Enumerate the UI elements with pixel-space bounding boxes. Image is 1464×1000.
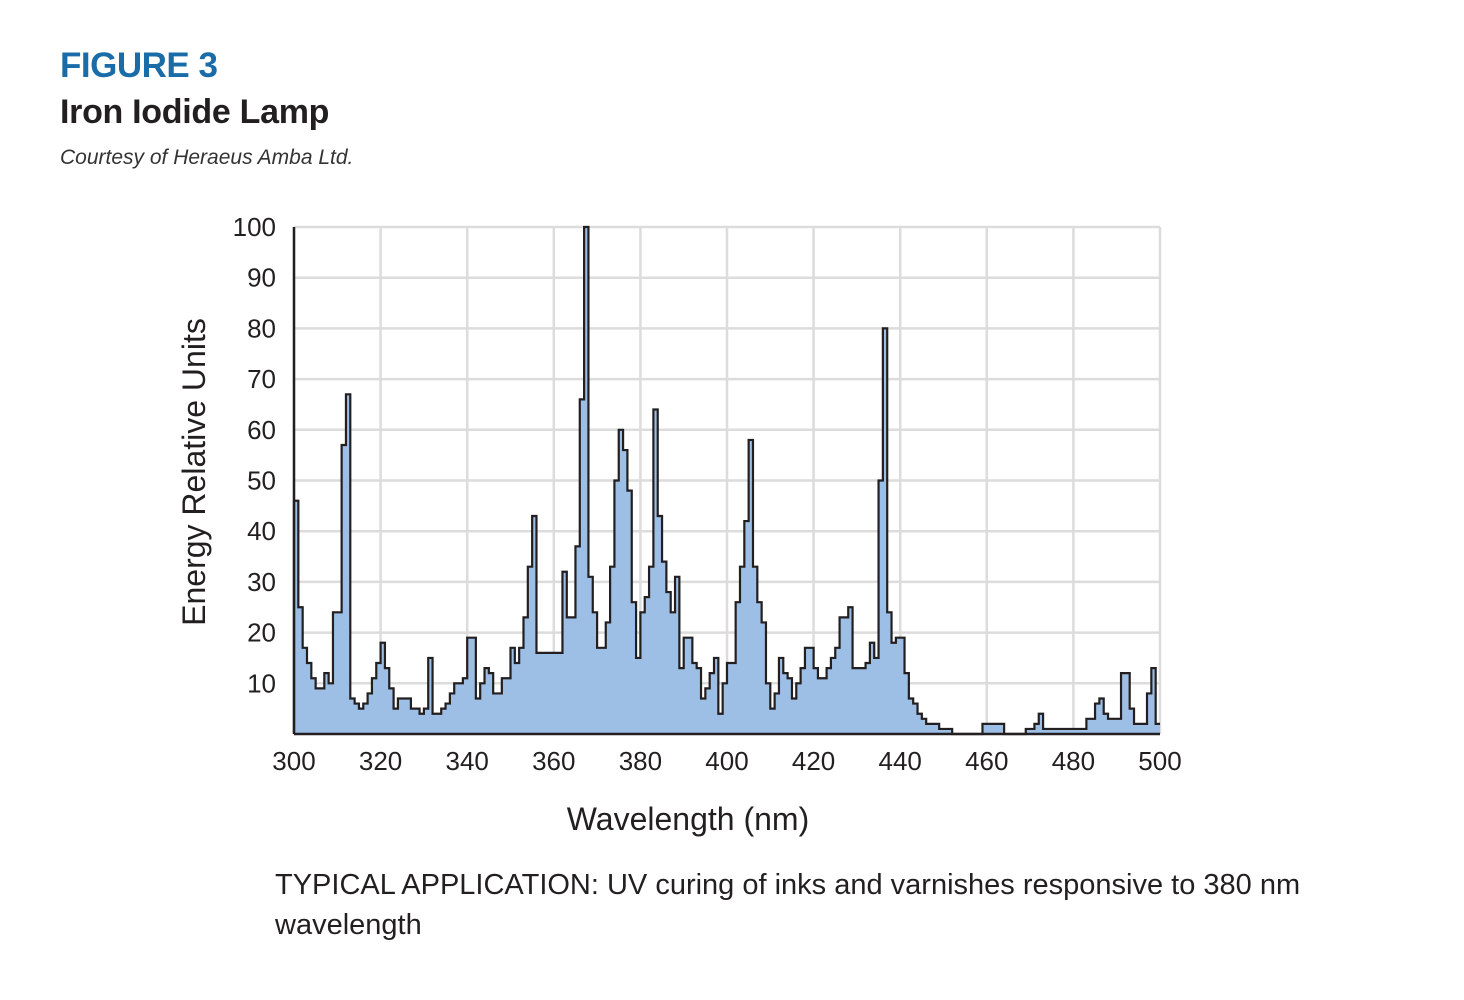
y-tick-label-10: 10 [247,668,276,698]
tick-labels: 300 320 340 360 380 400 420 440 460 480 500 10 20 30 4… [233,212,1182,776]
x-tick-label-500: 500 [1138,746,1181,776]
spectrum-chart: 300 320 340 360 380 400 420 440 460 480 500 10 20 30 4… [176,212,1182,837]
x-axis-title: Wavelength (nm) [567,801,809,837]
y-tick-label-90: 90 [247,263,276,293]
x-tick-label-380: 380 [619,746,662,776]
y-tick-label-30: 30 [247,567,276,597]
x-tick-label-480: 480 [1052,746,1095,776]
figure-title: Iron Iodide Lamp [60,93,330,131]
x-tick-label-460: 460 [965,746,1008,776]
spectrum-area [292,225,1160,736]
axes [292,227,1160,736]
y-tick-label-60: 60 [247,415,276,445]
y-tick-label-40: 40 [247,516,276,546]
x-tick-label-360: 360 [532,746,575,776]
x-tick-label-300: 300 [272,746,315,776]
spectrum-line [292,225,1160,736]
y-tick-label-80: 80 [247,313,276,343]
x-tick-label-340: 340 [446,746,489,776]
x-tick-label-400: 400 [705,746,748,776]
x-tick-label-320: 320 [359,746,402,776]
x-tick-label-420: 420 [792,746,835,776]
caption-text: TYPICAL APPLICATION: UV curing of inks a… [275,869,1301,941]
figure-credit: Courtesy of Heraeus Amba Ltd. [60,146,354,169]
x-tick-label-440: 440 [879,746,922,776]
y-axis-title: Energy Relative Units [176,318,212,626]
grid-lines [292,225,1162,734]
y-tick-label-20: 20 [247,618,276,648]
spectrum-fill [294,227,1160,734]
y-tick-label-70: 70 [247,364,276,394]
y-tick-label-50: 50 [247,466,276,496]
y-tick-label-100: 100 [233,212,276,242]
figure-label: FIGURE 3 [60,46,218,85]
